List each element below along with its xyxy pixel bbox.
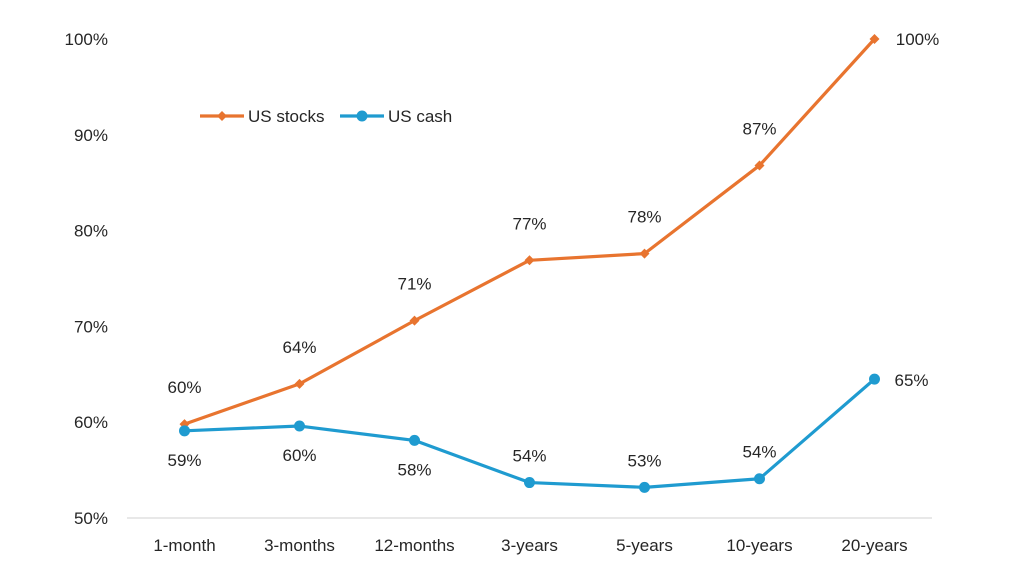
legend-label-us-stocks: US stocks bbox=[248, 107, 325, 126]
data-label-us-cash: 60% bbox=[282, 446, 316, 465]
x-tick-label: 3-months bbox=[264, 536, 335, 555]
legend-label-us-cash: US cash bbox=[388, 107, 452, 126]
data-point-us-cash bbox=[754, 473, 765, 485]
y-tick-label: 90% bbox=[74, 126, 108, 145]
data-point-us-cash bbox=[524, 477, 535, 489]
data-point-us-cash bbox=[179, 425, 190, 437]
x-tick-label: 20-years bbox=[841, 536, 907, 555]
data-point-us-stocks bbox=[409, 315, 420, 326]
axes: 50% 60% 70% 80% 90% 100% 1-month 3-months 12-mon… bbox=[65, 30, 932, 555]
data-label-us-cash: 54% bbox=[512, 447, 546, 466]
data-labels: 60% 64% 71% 77% 78% 87% 100% 59% 60% 58% 54% 53% 54%… bbox=[167, 30, 939, 479]
x-tick-label: 1-month bbox=[153, 536, 215, 555]
data-point-us-cash bbox=[869, 373, 880, 385]
data-label-us-stocks: 87% bbox=[742, 119, 776, 138]
data-point-us-cash bbox=[294, 420, 305, 432]
data-point-us-cash bbox=[409, 434, 420, 446]
data-point-us-stocks bbox=[524, 255, 535, 266]
data-point-us-stocks bbox=[639, 248, 650, 259]
x-tick-label: 3-years bbox=[501, 536, 558, 555]
series-line-us-cash bbox=[182, 377, 877, 489]
y-tick-label: 80% bbox=[74, 222, 108, 241]
data-label-us-stocks: 77% bbox=[512, 214, 546, 233]
data-label-us-cash: 59% bbox=[167, 451, 201, 470]
data-label-us-stocks: 100% bbox=[896, 30, 939, 49]
data-label-us-cash: 65% bbox=[894, 371, 928, 390]
data-label-us-cash: 58% bbox=[397, 460, 431, 479]
data-label-us-cash: 54% bbox=[742, 443, 776, 462]
data-point-us-stocks bbox=[754, 160, 765, 171]
y-tick-label: 60% bbox=[74, 413, 108, 432]
legend: US stocks US cash bbox=[200, 107, 452, 126]
x-tick-label: 12-months bbox=[374, 536, 454, 555]
y-tick-label: 50% bbox=[74, 509, 108, 528]
data-label-us-stocks: 71% bbox=[397, 275, 431, 294]
x-tick-label: 10-years bbox=[726, 536, 792, 555]
data-point-us-cash bbox=[639, 481, 650, 493]
data-label-us-cash: 53% bbox=[627, 451, 661, 470]
y-tick-label: 70% bbox=[74, 317, 108, 336]
data-point-us-stocks bbox=[294, 378, 305, 389]
data-point-us-stocks bbox=[869, 34, 880, 44]
data-label-us-stocks: 78% bbox=[627, 208, 661, 227]
legend-marker-us-cash bbox=[356, 110, 368, 122]
legend-marker-us-stocks bbox=[217, 111, 227, 121]
series-lines bbox=[179, 34, 880, 493]
data-label-us-stocks: 64% bbox=[282, 338, 316, 357]
data-label-us-stocks: 60% bbox=[167, 378, 201, 397]
y-tick-label: 100% bbox=[65, 30, 108, 49]
x-tick-label: 5-years bbox=[616, 536, 673, 555]
